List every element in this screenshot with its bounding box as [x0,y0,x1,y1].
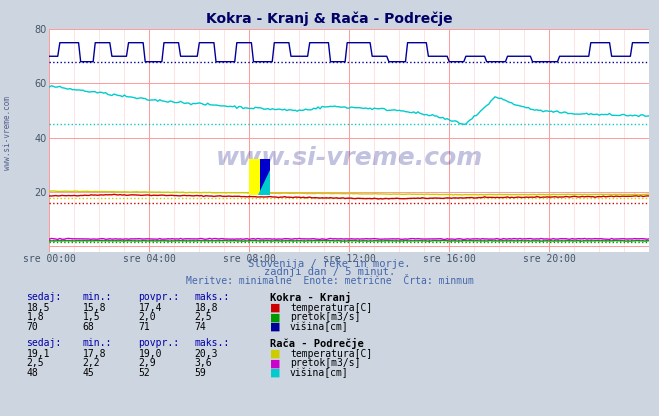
Text: Rača - Podrečje: Rača - Podrečje [270,338,364,349]
Text: 15,8: 15,8 [82,303,106,313]
Text: 19,1: 19,1 [26,349,50,359]
Text: temperatura[C]: temperatura[C] [290,303,372,313]
Text: ■: ■ [270,312,281,322]
Text: 45: 45 [82,368,94,378]
Text: 19,0: 19,0 [138,349,162,359]
Text: www.si-vreme.com: www.si-vreme.com [3,96,13,170]
Text: www.si-vreme.com: www.si-vreme.com [215,146,483,170]
Text: min.:: min.: [82,292,112,302]
Text: sedaj:: sedaj: [26,292,61,302]
Text: 1,8: 1,8 [26,312,44,322]
Text: 17,4: 17,4 [138,303,162,313]
Text: višina[cm]: višina[cm] [290,322,349,332]
Text: 2,9: 2,9 [138,358,156,368]
Text: maks.:: maks.: [194,292,229,302]
Text: 70: 70 [26,322,38,332]
Text: Kokra - Kranj: Kokra - Kranj [270,292,351,303]
Text: ■: ■ [270,322,281,332]
Text: 17,8: 17,8 [82,349,106,359]
Text: 2,2: 2,2 [82,358,100,368]
Polygon shape [260,159,270,195]
Polygon shape [258,170,270,195]
Text: 74: 74 [194,322,206,332]
Text: 48: 48 [26,368,38,378]
Text: povpr.:: povpr.: [138,338,179,348]
Text: 18,5: 18,5 [26,303,50,313]
Text: 1,5: 1,5 [82,312,100,322]
Text: Slovenija / reke in morje.: Slovenija / reke in morje. [248,259,411,269]
Text: ■: ■ [270,368,281,378]
Text: višina[cm]: višina[cm] [290,367,349,378]
Text: pretok[m3/s]: pretok[m3/s] [290,358,360,368]
Text: 52: 52 [138,368,150,378]
Text: maks.:: maks.: [194,338,229,348]
Text: 2,5: 2,5 [194,312,212,322]
Text: povpr.:: povpr.: [138,292,179,302]
Text: pretok[m3/s]: pretok[m3/s] [290,312,360,322]
Text: 2,0: 2,0 [138,312,156,322]
Text: ■: ■ [270,303,281,313]
Text: Meritve: minimalne  Enote: metrične  Črta: minmum: Meritve: minimalne Enote: metrične Črta:… [186,276,473,286]
Text: 20,3: 20,3 [194,349,218,359]
Text: 68: 68 [82,322,94,332]
Text: temperatura[C]: temperatura[C] [290,349,372,359]
Text: 3,6: 3,6 [194,358,212,368]
Text: 71: 71 [138,322,150,332]
Text: ■: ■ [270,358,281,368]
Polygon shape [249,159,260,195]
Text: sedaj:: sedaj: [26,338,61,348]
Text: 2,5: 2,5 [26,358,44,368]
Text: Kokra - Kranj & Rača - Podrečje: Kokra - Kranj & Rača - Podrečje [206,12,453,26]
Text: ■: ■ [270,349,281,359]
Text: 18,8: 18,8 [194,303,218,313]
Text: 59: 59 [194,368,206,378]
Text: zadnji dan / 5 minut.: zadnji dan / 5 minut. [264,267,395,277]
Text: min.:: min.: [82,338,112,348]
